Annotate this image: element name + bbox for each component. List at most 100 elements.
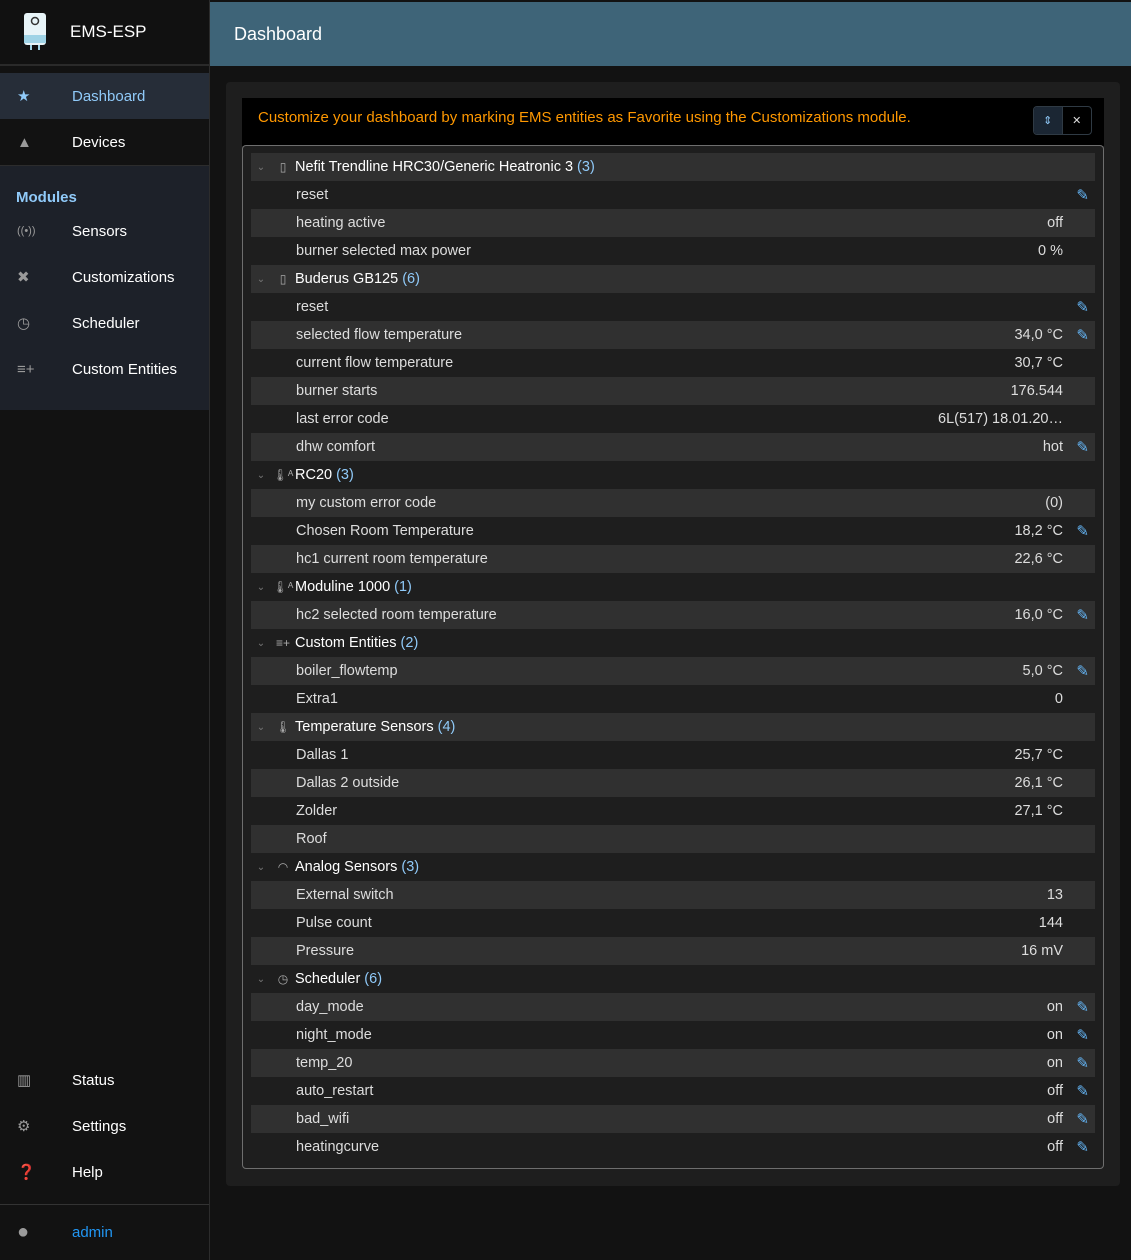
entity-name: hc1 current room temperature (296, 551, 488, 567)
group-header[interactable]: ⌄ ◷ Scheduler (6) (251, 965, 1095, 993)
thermostat-icon: 🌡ᴬ (272, 580, 294, 594)
entity-value: 22,6 °C (1014, 551, 1063, 567)
group-header[interactable]: ⌄ ▯ Nefit Trendline HRC30/Generic Heatroni… (251, 153, 1095, 181)
entity-row: Roof (251, 825, 1095, 853)
chevron-down-icon[interactable]: ⌄ (256, 861, 266, 873)
entity-value: 25,7 °C (1014, 747, 1063, 763)
entity-value: 30,7 °C (1014, 355, 1063, 371)
group-name: Scheduler (295, 971, 361, 987)
group-count: (6) (364, 971, 383, 987)
chevron-down-icon[interactable]: ⌄ (256, 721, 266, 733)
chevron-down-icon[interactable]: ⌄ (256, 469, 266, 481)
group-count: (2) (400, 635, 419, 651)
entity-row: Dallas 1 25,7 °C (251, 741, 1095, 769)
chevron-down-icon[interactable]: ⌄ (256, 581, 266, 593)
sidebar-item-custom-entities[interactable]: ≡+ Custom Entities (0, 346, 209, 392)
sidebar-item-settings[interactable]: ⚙ Settings (0, 1103, 209, 1149)
entity-row: Pulse count 144 (251, 909, 1095, 937)
pencil-icon[interactable]: ✎ (1076, 523, 1089, 540)
entity-name: selected flow temperature (296, 327, 463, 343)
sidebar-item-devices[interactable]: ▲ Devices (0, 119, 209, 165)
group-header[interactable]: ⌄ ▯ Buderus GB125 (6) (251, 265, 1095, 293)
group-header[interactable]: ⌄ 🌡ᴬ RC20 (3) (251, 461, 1095, 489)
chevron-down-icon[interactable]: ⌄ (256, 637, 266, 649)
entity-row: External switch 13 (251, 881, 1095, 909)
pencil-icon[interactable]: ✎ (1076, 327, 1089, 344)
group-name: Buderus GB125 (295, 271, 399, 287)
info-message: Customize your dashboard by marking EMS … (242, 98, 1104, 146)
sidebar-item-sensors[interactable]: ((•)) Sensors (0, 208, 209, 254)
pencil-icon[interactable]: ✎ (1076, 1111, 1089, 1128)
pencil-icon[interactable]: ✎ (1076, 439, 1089, 456)
pencil-icon[interactable]: ✎ (1076, 1083, 1089, 1100)
thermostat-icon: 🌡ᴬ (272, 468, 294, 482)
expand-all-button[interactable]: ⇕ (1034, 107, 1063, 134)
entity-value: 18,2 °C (1014, 523, 1063, 539)
group-name: Temperature Sensors (295, 719, 434, 735)
chevron-down-icon[interactable]: ⌄ (256, 973, 266, 985)
entity-row: current flow temperature 30,7 °C (251, 349, 1095, 377)
entity-name: current flow temperature (296, 355, 454, 371)
entity-value: 26,1 °C (1014, 775, 1063, 791)
entity-value: 6L(517) 18.01.20… (938, 411, 1063, 427)
entity-row: bad_wifi off ✎ (251, 1105, 1095, 1133)
collapse-all-button[interactable]: ✕ (1072, 115, 1082, 127)
entity-value: 27,1 °C (1014, 803, 1063, 819)
entity-value: off (1047, 1139, 1063, 1155)
sidebar-item-dashboard[interactable]: ★ Dashboard (0, 73, 209, 119)
chevron-down-icon[interactable]: ⌄ (256, 273, 266, 285)
group-header[interactable]: ⌄ ≡+ Custom Entities (2) (251, 629, 1095, 657)
clock-plus-icon: ◷ (277, 972, 289, 986)
pencil-icon[interactable]: ✎ (1076, 999, 1089, 1016)
entity-name: temp_20 (296, 1055, 353, 1071)
entity-value: 16,0 °C (1014, 607, 1063, 623)
entity-value: 16 mV (1021, 943, 1063, 959)
group-header[interactable]: ⌄ ◠ Analog Sensors (3) (251, 853, 1095, 881)
thermometer-icon: 🌡 (275, 720, 291, 734)
entity-name: reset (296, 187, 329, 203)
app-logo-icon (24, 13, 46, 50)
sidebar: EMS-ESP ★ Dashboard ▲ Devices Modules ((•)… (0, 0, 210, 1260)
entity-name: Pressure (296, 943, 355, 959)
dashboard-tree: ⌄ ▯ Nefit Trendline HRC30/Generic Heatroni… (242, 145, 1104, 1169)
pencil-icon[interactable]: ✎ (1076, 1055, 1089, 1072)
entity-row: Pressure 16 mV (251, 937, 1095, 965)
entity-value: 13 (1046, 887, 1063, 903)
sidebar-item-status[interactable]: ▥ Status (0, 1057, 209, 1103)
app-title: EMS-ESP (70, 22, 147, 41)
entity-row: hc1 current room temperature 22,6 °C (251, 545, 1095, 573)
pencil-icon[interactable]: ✎ (1076, 187, 1089, 204)
entity-value: 176.544 (1010, 383, 1063, 399)
sidebar-item-scheduler[interactable]: ◷ Scheduler (0, 300, 209, 346)
entity-name: boiler_flowtemp (296, 663, 398, 679)
entity-value: 34,0 °C (1014, 327, 1063, 343)
category-icon: ▲ (17, 133, 32, 151)
sidebar-item-customizations[interactable]: ✖ Customizations (0, 254, 209, 300)
group-header[interactable]: ⌄ 🌡 Temperature Sensors (4) (251, 713, 1095, 741)
pencil-icon[interactable]: ✎ (1076, 663, 1089, 680)
chevron-down-icon[interactable]: ⌄ (256, 161, 266, 173)
entity-name: Zolder (296, 803, 338, 819)
entity-value: 144 (1038, 915, 1063, 931)
group-count: (1) (394, 579, 412, 595)
group-name: Nefit Trendline HRC30/Generic Heatronic … (295, 159, 574, 175)
entity-name: heatingcurve (296, 1139, 380, 1155)
modules-section: Modules ((•)) Sensors ✖ Customizations ◷ Sc… (0, 165, 209, 410)
entity-row: Extra1 0 (251, 685, 1095, 713)
entity-row: Dallas 2 outside 26,1 °C (251, 769, 1095, 797)
star-icon: ★ (17, 88, 31, 105)
group-header[interactable]: ⌄ 🌡ᴬ Moduline 1000 (1) (251, 573, 1095, 601)
pencil-icon[interactable]: ✎ (1076, 299, 1089, 316)
user-account[interactable]: ● admin (0, 1204, 209, 1260)
pencil-icon[interactable]: ✎ (1076, 1139, 1089, 1156)
clock-plus-icon: ◷ (17, 315, 31, 332)
entity-row: burner starts 176.544 (251, 377, 1095, 405)
entity-value: on (1046, 1055, 1063, 1071)
pencil-icon[interactable]: ✎ (1076, 607, 1089, 624)
entity-name: last error code (296, 411, 389, 427)
sidebar-item-help[interactable]: ❓ Help (0, 1149, 209, 1195)
entity-row: heating active off (251, 209, 1095, 237)
pencil-icon[interactable]: ✎ (1076, 1027, 1089, 1044)
entity-name: Pulse count (296, 915, 372, 931)
expand-collapse-toggle: ⇕ ✕ (1033, 106, 1092, 135)
